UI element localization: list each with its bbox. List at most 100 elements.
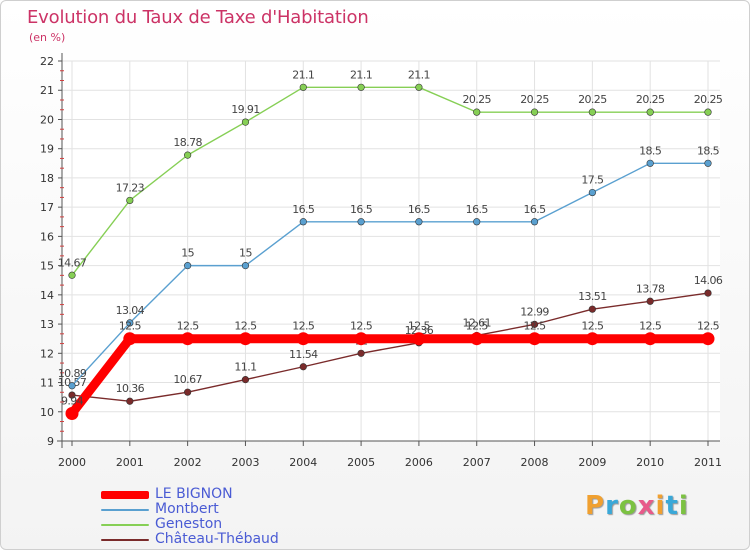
y-tick-label: 14 [40,289,54,302]
data-label-chateau-thebaud: 13.51 [578,290,607,303]
data-label-chateau-thebaud: 14.06 [694,274,723,287]
data-label-montbert: 16.5 [408,203,431,216]
x-tick-label: 2006 [405,456,433,469]
y-tick-label: 22 [40,55,54,68]
data-label-geneston: 20.25 [462,93,491,106]
data-label-geneston: 17.23 [116,181,145,194]
data-label-geneston: 18.78 [173,136,202,149]
data-label-geneston: 20.25 [694,93,723,106]
data-label-le-bignon: 12.5 [234,320,257,333]
data-label-le-bignon: 12.5 [523,320,546,333]
data-point-chateau-thebaud [588,305,596,313]
logo-letter: P [585,491,606,521]
data-label-montbert: 16.5 [466,203,489,216]
chart-legend: LE BIGNON Montbert Geneston Château-Thébaud [101,487,279,547]
data-point-le-bignon [123,332,137,346]
data-point-chateau-thebaud [126,397,134,405]
data-label-geneston: 21.1 [292,68,314,81]
data-label-montbert: 10.89 [58,367,87,380]
data-point-geneston [241,118,250,126]
plot-area [62,61,720,441]
data-label-chateau-thebaud: 12.61 [462,316,491,329]
data-label-montbert: 16.5 [350,203,373,216]
logo-letter: o [618,491,638,521]
data-label-geneston: 20.25 [520,93,549,106]
data-point-chateau-thebaud [646,297,654,305]
data-label-montbert: 15 [181,247,194,260]
data-label-chateau-thebaud: 11.54 [289,348,318,361]
data-label-geneston: 14.67 [58,256,87,269]
data-label-le-bignon: 12.5 [697,320,720,333]
data-label-geneston: 20.25 [636,93,665,106]
data-point-le-bignon [701,332,715,346]
data-point-montbert [530,218,539,226]
data-point-le-bignon [296,332,310,346]
data-point-geneston [357,83,365,91]
y-tick-label: 13 [40,318,54,331]
proxiti-logo: Proxiti [585,491,689,521]
y-tick-label: 18 [40,172,54,185]
data-point-geneston [126,196,134,205]
data-point-chateau-thebaud [299,363,307,371]
legend-item-montbert: Montbert [101,502,279,517]
data-point-chateau-thebaud [704,289,712,297]
chart-title: Evolution du Taux de Taxe d'Habitation [27,7,369,28]
data-label-chateau-thebaud: 10.36 [116,382,145,395]
data-point-le-bignon [470,332,484,346]
data-label-chateau-thebaud: 12.99 [520,305,549,318]
y-tick-label: 10 [40,406,54,419]
logo-letter: t [665,491,679,521]
data-point-montbert [241,262,250,270]
data-point-montbert [68,382,76,390]
data-label-montbert: 15 [239,247,252,260]
series-line-montbert [71,162,708,387]
x-tick-label: 2010 [636,456,664,469]
data-label-le-bignon: 9.94 [61,395,84,408]
data-label-le-bignon: 12.5 [350,320,373,333]
x-tick-label: 2000 [58,456,86,469]
logo-letter: x [637,491,656,521]
x-tick-label: 2008 [521,456,549,469]
data-point-montbert [299,218,307,226]
data-label-montbert: 16.5 [523,203,546,216]
y-tick-label: 11 [40,377,54,390]
y-tick-label: 9 [47,435,54,448]
data-point-le-bignon [65,407,79,421]
x-tick-label: 2001 [116,456,144,469]
legend-label: Geneston [155,516,223,532]
data-label-chateau-thebaud: 12.36 [405,324,434,337]
data-point-geneston [415,83,423,91]
data-label-le-bignon: 12.5 [292,320,315,333]
x-tick-label: 2007 [463,456,491,469]
logo-letter: i [678,491,689,521]
data-point-montbert [357,218,365,226]
data-point-geneston [68,271,76,279]
data-point-chateau-thebaud [184,388,192,396]
data-point-montbert [184,262,192,270]
data-label-montbert: 17.5 [581,174,604,187]
legend-item-chateau-thebaud: Château-Thébaud [101,532,279,547]
data-point-le-bignon [238,332,252,346]
legend-swatch [101,538,149,541]
data-point-geneston [646,108,654,116]
data-point-montbert [704,159,712,167]
data-label-le-bignon: 12.5 [639,320,662,333]
data-label-montbert: 16.5 [292,203,315,216]
y-tick-label: 15 [40,260,54,273]
data-label-le-bignon: 12.5 [408,320,431,333]
data-point-le-bignon [528,332,542,346]
data-point-montbert [415,218,423,226]
data-label-geneston: 19.91 [231,103,260,116]
series-line-le-bignon [68,334,708,417]
y-tick-label: 17 [40,201,54,214]
logo-letter: i [655,491,666,521]
data-point-geneston [530,108,539,116]
logo-letter: r [605,491,619,521]
data-label-le-bignon: 12.5 [177,320,200,333]
x-tick-label: 2011 [694,456,722,469]
data-label-geneston: 21.1 [350,68,372,81]
data-label-geneston: 20.25 [578,93,607,106]
data-point-le-bignon [354,332,368,346]
y-tick-label: 20 [40,113,54,126]
data-point-chateau-thebaud [530,320,539,328]
